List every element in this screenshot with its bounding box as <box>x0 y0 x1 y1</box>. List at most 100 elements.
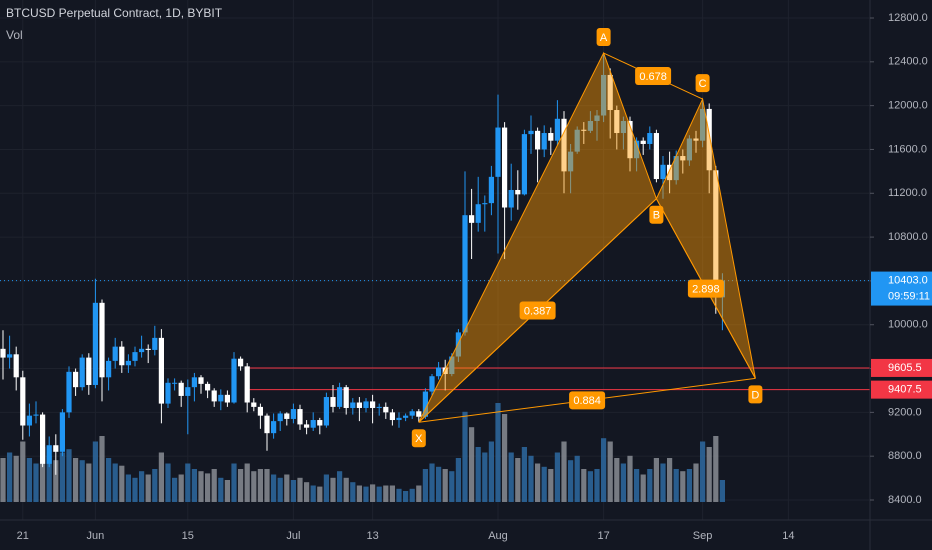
volume-bar <box>614 458 620 502</box>
volume-bar <box>145 474 151 502</box>
candle-body <box>40 414 46 464</box>
x-tick-label: 14 <box>782 530 794 542</box>
indicator-label: Vol <box>6 28 23 42</box>
volume-bar <box>475 447 481 502</box>
volume-bar <box>205 473 211 502</box>
y-tick-label: 12400.0 <box>888 56 928 68</box>
level-tag <box>871 358 932 377</box>
ratio-label: 0.387 <box>524 305 552 317</box>
candle-body <box>700 108 706 141</box>
volume-bar <box>607 441 613 502</box>
candle-body <box>594 115 600 121</box>
candle-body <box>158 337 164 404</box>
candle-body <box>376 406 382 408</box>
volume-bar <box>119 465 125 502</box>
volume-bar <box>436 466 442 502</box>
candle-body <box>198 377 204 384</box>
candle-body <box>383 406 389 413</box>
volume-bar <box>488 441 494 502</box>
candle-body <box>706 108 712 171</box>
candle-body <box>601 74 607 116</box>
candle-body <box>660 164 666 180</box>
candle-body <box>495 127 501 177</box>
volume-bar <box>172 477 178 502</box>
volume-bar <box>574 455 580 502</box>
volume-bar <box>99 436 105 502</box>
candle-body <box>231 358 237 403</box>
candle-body <box>488 176 494 204</box>
volume-bar <box>304 482 310 502</box>
ratio-label: 0.678 <box>639 71 667 83</box>
candle-body <box>574 129 580 152</box>
candle-body <box>33 414 39 416</box>
countdown: 09:59:11 <box>888 290 930 302</box>
candle-body <box>185 387 191 396</box>
x-tick-label: 21 <box>17 530 29 542</box>
ratio-box <box>569 391 606 410</box>
candle-body <box>317 420 323 426</box>
volume-bar <box>7 452 13 502</box>
volume-bar <box>59 452 65 502</box>
candle-body <box>119 346 125 366</box>
y-tick-label: 8400.0 <box>888 494 922 506</box>
volume-bar <box>396 488 402 502</box>
volume-bar <box>686 469 692 502</box>
volume-bar <box>449 471 455 502</box>
point-label: D <box>751 389 759 401</box>
candle-body <box>337 387 343 407</box>
volume-bar <box>482 452 488 502</box>
level-tag-label: 9605.5 <box>888 362 922 374</box>
volume-bar <box>271 474 277 502</box>
candle-body <box>515 189 521 195</box>
ratio-box <box>635 67 672 86</box>
volume-bar <box>317 486 323 502</box>
point-box <box>649 205 664 224</box>
candle-body <box>627 120 633 159</box>
volume-bar <box>158 452 164 502</box>
volume-bar <box>561 441 567 502</box>
candle-body <box>535 130 541 150</box>
candle-body <box>86 357 92 385</box>
volume-bar <box>713 436 719 502</box>
volume-bar <box>535 463 541 502</box>
volume-bar <box>350 482 356 502</box>
candle-body <box>323 397 329 426</box>
candle-body <box>139 348 145 353</box>
candle-body <box>508 189 514 208</box>
candle-body <box>693 138 699 141</box>
candle-body <box>350 402 356 408</box>
volume-bar <box>370 484 376 502</box>
candle-body <box>409 411 415 416</box>
volume-bar <box>53 460 59 502</box>
volume-bar <box>92 441 98 502</box>
volume-bar <box>541 466 547 502</box>
candle-body <box>99 302 105 378</box>
candle-body <box>251 402 257 407</box>
volume-bar <box>719 480 725 502</box>
volume-bar <box>363 486 369 502</box>
volume-bar <box>640 474 646 502</box>
candle-body <box>673 156 679 181</box>
volume-bar <box>310 485 316 502</box>
point-box <box>695 74 710 93</box>
candle-body <box>59 412 65 452</box>
volume-bar <box>376 486 382 502</box>
candle-body <box>106 360 112 378</box>
candle-body <box>653 133 659 180</box>
volume-bar <box>634 469 640 502</box>
ratio-box <box>687 279 724 298</box>
volume-bar <box>627 455 633 502</box>
volume-bar <box>178 474 184 502</box>
y-tick-label: 11200.0 <box>888 187 927 199</box>
volume-pane <box>0 403 725 502</box>
y-tick-label: 9200.0 <box>888 406 922 418</box>
candle-body <box>238 358 244 367</box>
level-tag <box>871 380 932 399</box>
candle-body <box>112 346 118 361</box>
candle-body <box>403 415 409 418</box>
candle-body <box>284 413 290 419</box>
ratio-box <box>519 301 556 320</box>
candle-body <box>370 401 376 408</box>
ratio-label: 2.898 <box>692 283 720 295</box>
candle-body <box>310 420 316 428</box>
